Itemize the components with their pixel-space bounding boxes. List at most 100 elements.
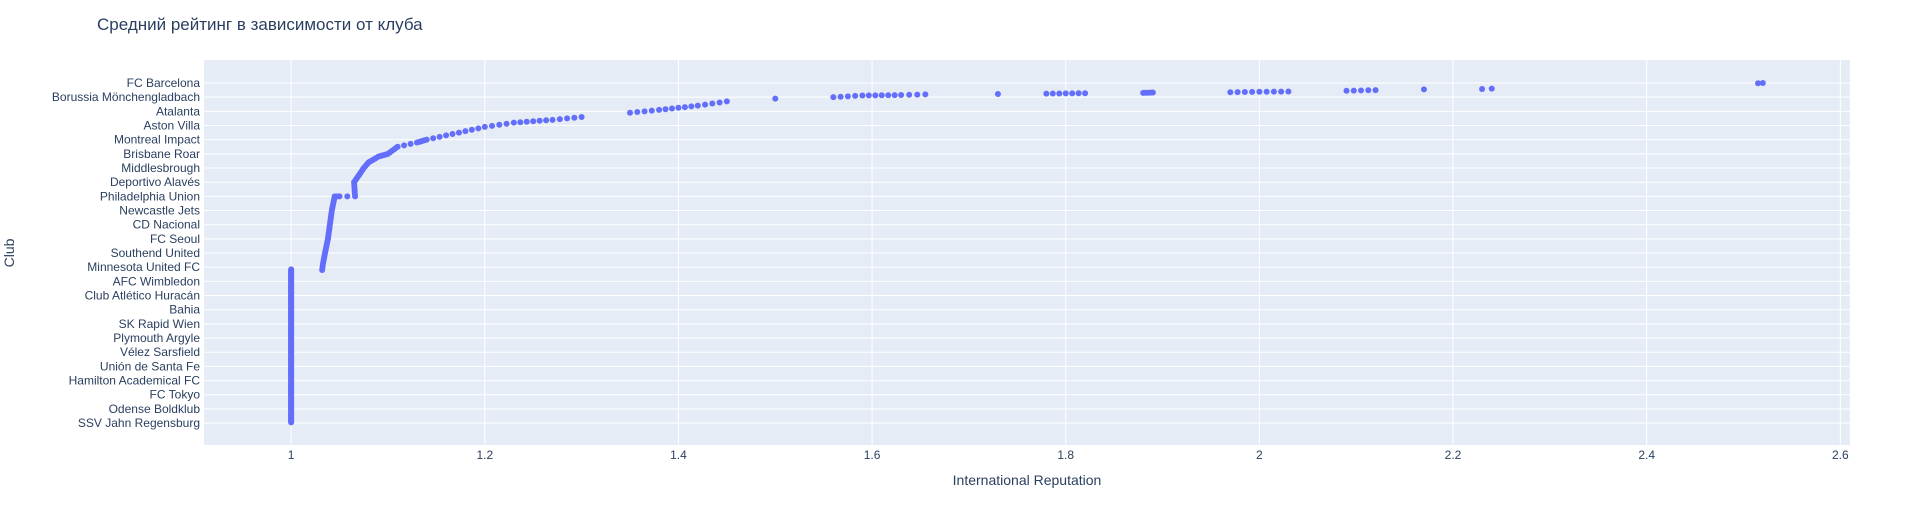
- data-point: [627, 109, 634, 116]
- data-point: [517, 119, 524, 126]
- data-point: [1234, 89, 1241, 96]
- data-point: [455, 129, 462, 136]
- data-point: [716, 99, 723, 106]
- data-point: [1256, 88, 1263, 95]
- data-point: [407, 140, 414, 147]
- data-point: [1755, 80, 1762, 87]
- data-point: [1372, 87, 1379, 94]
- data-point: [1343, 87, 1350, 94]
- data-point: [898, 92, 905, 99]
- data-point: [891, 92, 898, 99]
- y-tick-label: SK Rapid Wien: [119, 317, 200, 331]
- y-gridlines: [204, 82, 1850, 424]
- data-point: [549, 116, 556, 123]
- y-tick-label: Vélez Sarsfield: [120, 345, 200, 359]
- data-point: [556, 116, 563, 123]
- x-tick-label: 1.4: [670, 448, 687, 462]
- data-point: [844, 93, 851, 100]
- data-point: [878, 92, 885, 99]
- data-point: [1075, 90, 1082, 97]
- data-point: [401, 142, 408, 149]
- data-point: [1241, 89, 1248, 95]
- data-point: [496, 121, 503, 128]
- data-point: [1056, 90, 1063, 97]
- data-point: [865, 92, 872, 99]
- data-point: [503, 120, 510, 127]
- x-tick-label: 2.2: [1445, 448, 1462, 462]
- data-point: [414, 139, 421, 146]
- y-tick-label: Philadelphia Union: [100, 189, 200, 203]
- data-point: [885, 92, 892, 99]
- data-point: [922, 91, 929, 98]
- y-tick-label: Borussia Mönchengladbach: [52, 90, 200, 104]
- x-tick-label: 1.6: [864, 448, 881, 462]
- data-point: [530, 118, 537, 125]
- data-point: [344, 193, 351, 200]
- data-point: [914, 91, 921, 98]
- y-tick-label: Montreal Impact: [114, 133, 201, 147]
- y-tick-label: FC Barcelona: [127, 76, 201, 90]
- y-axis-label: Club: [1, 238, 17, 267]
- data-point: [906, 91, 913, 98]
- data-point: [352, 193, 359, 200]
- data-point: [641, 108, 648, 115]
- chart-title: Средний рейтинг в зависимости от клуба: [97, 15, 423, 34]
- data-point: [1227, 89, 1234, 96]
- y-tick-label: Unión de Santa Fe: [100, 359, 200, 373]
- data-point: [1069, 90, 1076, 97]
- data-point: [656, 106, 663, 113]
- data-point: [1278, 88, 1285, 95]
- y-tick-label: Plymouth Argyle: [113, 331, 200, 345]
- y-tick-label: Deportivo Alavés: [110, 175, 200, 189]
- y-tick-label: FC Tokyo: [150, 388, 201, 402]
- data-point: [523, 118, 530, 125]
- y-tick-label: SSV Jahn Regensburg: [78, 416, 200, 430]
- data-point: [1285, 88, 1292, 95]
- y-tick-label: Minnesota United FC: [87, 260, 200, 274]
- data-point: [1358, 87, 1365, 94]
- y-tick-label: Odense Boldklub: [109, 402, 201, 416]
- data-point: [702, 101, 709, 108]
- data-point: [859, 92, 866, 99]
- data-point: [578, 114, 585, 121]
- data-point: [872, 92, 879, 99]
- y-tick-label: Club Atlético Huracán: [85, 289, 200, 303]
- data-point: [436, 133, 443, 140]
- data-point: [1479, 85, 1486, 92]
- data-point: [694, 102, 701, 109]
- y-tick-label: Brisbane Roar: [123, 147, 200, 161]
- data-point: [543, 117, 550, 124]
- data-point: [462, 128, 469, 135]
- data-point: [564, 115, 571, 122]
- data-point: [723, 98, 730, 105]
- data-point: [571, 114, 578, 121]
- y-tick-label: Southend United: [111, 246, 200, 260]
- data-point: [1140, 89, 1147, 96]
- data-point: [830, 94, 837, 101]
- y-tick-label: Newcastle Jets: [119, 204, 200, 218]
- y-tick-label: Aston Villa: [144, 119, 201, 133]
- plot-area: [204, 60, 1850, 445]
- data-point: [1365, 87, 1372, 94]
- data-points: [288, 80, 1766, 426]
- x-tick-label: 2.4: [1638, 448, 1655, 462]
- data-point: [449, 131, 456, 138]
- data-point: [1759, 80, 1766, 86]
- data-point: [288, 419, 295, 426]
- data-point: [430, 135, 437, 142]
- data-point: [709, 100, 716, 107]
- data-point: [536, 117, 543, 124]
- data-point: [1062, 90, 1069, 97]
- y-tick-label: Atalanta: [156, 104, 200, 118]
- data-point: [1263, 88, 1270, 95]
- data-point: [1488, 85, 1495, 92]
- data-point: [1082, 90, 1089, 97]
- x-tick-label: 2: [1256, 448, 1263, 462]
- x-tick-label: 1.8: [1057, 448, 1074, 462]
- data-point: [468, 126, 475, 133]
- data-point: [662, 106, 669, 113]
- x-tick-label: 1.2: [476, 448, 493, 462]
